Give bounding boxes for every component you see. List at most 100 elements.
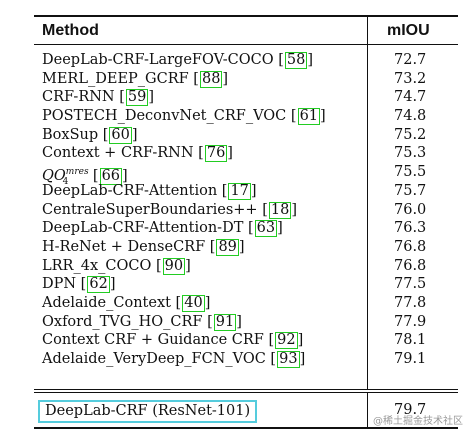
citation-link[interactable]: 88 [199,70,223,88]
method-cell: Adelaide_Context [40] [42,294,211,312]
table-row: DeepLab-CRF-LargeFOV-COCO [58] 72.7 [0,51,469,70]
miou-value: 72.7 [394,52,427,68]
citation-link[interactable]: 17 [228,182,251,200]
citation-link[interactable]: 76 [204,145,228,163]
table-top-rule [34,15,458,17]
table-header: Method mIOU [0,18,469,44]
method-cell: DeepLab-CRF-Attention [17] [42,182,257,200]
watermark: @稀土掘金技术社区 [373,416,463,427]
method-name: Adelaide_Context [42,294,171,311]
citation-link[interactable]: 92 [275,332,298,350]
table-body: DeepLab-CRF-LargeFOV-COCO [58] 72.7 MERL_D… [0,51,469,369]
method-name: Context CRF + Guidance CRF [42,332,264,349]
method-name: CRF-RNN [42,89,115,106]
method-name: Context + CRF-RNN [42,145,194,162]
method-cell: Adelaide_VeryDeep_FCN_VOC [93] [42,351,306,368]
method-name: DeepLab-CRF-Attention-DT [42,220,244,237]
method-name: H-ReNet + DenseCRF [42,238,206,255]
method-cell: Context + CRF-RNN [76] [42,145,233,163]
miou-value: 77.8 [394,294,427,311]
column-divider [367,17,368,389]
miou-value: 75.5 [394,164,427,181]
miou-value: 75.3 [394,145,427,162]
method-cell: BoxSup [60] [42,126,138,144]
miou-value: 77.9 [394,313,427,330]
table-row: DeepLab-CRF-Attention-DT [63] 76.3 [0,219,469,238]
table-row: Context + CRF-RNN [76] 75.3 [0,144,469,163]
method-superscript: mres [65,167,89,178]
final-miou: 79.7 [394,402,427,418]
miou-value: 77.5 [394,276,427,293]
table-row: POSTECH_DeconvNet_CRF_VOC [61] 74.8 [0,107,469,126]
table-row: CentraleSuperBoundaries++ [18] 76.0 [0,201,469,220]
method-name: BoxSup [42,126,99,143]
table-bottom-rule [34,427,458,429]
table-row: QOmres4 [66] 75.5 [0,163,469,187]
table-header-rule [34,44,458,45]
miou-value: 74.7 [394,89,427,106]
miou-value: 76.0 [394,201,427,218]
miou-value: 75.2 [394,126,427,143]
citation-link[interactable]: 63 [254,220,278,238]
table-row-final: DeepLab-CRF (ResNet-101) 79.7 [0,399,469,423]
method-subscript: 4 [62,176,69,187]
method-cell: LRR_4x_COCO [90] [42,257,191,275]
citation-link[interactable]: 90 [162,257,186,275]
method-cell: DeepLab-CRF-Attention-DT [63] [42,220,283,238]
miou-value: 79.1 [394,351,427,367]
method-cell: Oxford_TVG_HO_CRF [91] [42,313,242,331]
citation-link[interactable]: 93 [277,351,300,368]
table-row: BoxSup [60] 75.2 [0,126,469,145]
header-method: Method [42,22,99,39]
table-row: H-ReNet + DenseCRF [89] 76.8 [0,238,469,257]
method-name: Adelaide_VeryDeep_FCN_VOC [42,351,266,367]
citation-link[interactable]: 59 [125,89,149,107]
method-cell: MERL_DEEP_GCRF [88] [42,70,229,88]
miou-value: 74.8 [394,108,427,125]
table-row: Context CRF + Guidance CRF [92] 78.1 [0,331,469,350]
method-cell: CentraleSuperBoundaries++ [18] [42,201,297,219]
table-row: MERL_DEEP_GCRF [88] 73.2 [0,70,469,89]
table-row: Adelaide_VeryDeep_FCN_VOC [93] 79.1 [0,350,469,369]
method-name: Oxford_TVG_HO_CRF [42,313,203,330]
citation-link[interactable]: 89 [216,238,239,256]
miou-value: 73.2 [394,70,427,87]
citation-link[interactable]: 91 [213,313,237,331]
table-row: DeepLab-CRF-Attention [17] 75.7 [0,182,469,201]
citation-link[interactable]: 60 [109,126,132,144]
miou-value: 75.7 [394,182,427,199]
miou-value: 78.1 [394,332,427,349]
citation-link[interactable]: 58 [284,52,308,69]
table-row: Oxford_TVG_HO_CRF [91] 77.9 [0,313,469,332]
miou-value: 76.8 [394,238,427,255]
method-cell: POSTECH_DeconvNet_CRF_VOC [61] [42,108,326,126]
method-name: QO [42,167,66,184]
method-name: DPN [42,276,77,293]
table-mid-rule [34,389,458,390]
method-cell: DPN [62] [42,276,116,294]
citation-link[interactable]: 40 [182,294,205,312]
table-row: Adelaide_Context [40] 77.8 [0,294,469,313]
method-cell: H-ReNet + DenseCRF [89] [42,238,245,256]
method-name: MERL_DEEP_GCRF [42,70,189,87]
method-name: DeepLab-CRF-Attention [42,182,218,199]
table-row: CRF-RNN [59] 74.7 [0,88,469,107]
method-cell: QOmres4 [66] [42,167,128,187]
method-name: POSTECH_DeconvNet_CRF_VOC [42,108,287,125]
header-miou: mIOU [387,22,430,39]
miou-value: 76.8 [394,257,427,274]
citation-link[interactable]: 61 [297,108,321,126]
table-row: LRR_4x_COCO [90] 76.8 [0,257,469,276]
final-method: DeepLab-CRF (ResNet-101) [38,400,258,423]
method-cell: CRF-RNN [59] [42,89,155,107]
miou-value: 76.3 [394,220,427,237]
method-name: DeepLab-CRF-LargeFOV-COCO [42,52,274,68]
table-mid-rule-2 [34,392,458,393]
method-cell: DeepLab-CRF-LargeFOV-COCO [58] [42,52,314,69]
table-row: DPN [62] 77.5 [0,275,469,294]
method-name: CentraleSuperBoundaries++ [42,201,258,218]
citation-link[interactable]: 18 [268,201,292,219]
method-cell: Context CRF + Guidance CRF [92] [42,332,304,350]
method-name: LRR_4x_COCO [42,257,152,274]
citation-link[interactable]: 62 [87,276,110,294]
